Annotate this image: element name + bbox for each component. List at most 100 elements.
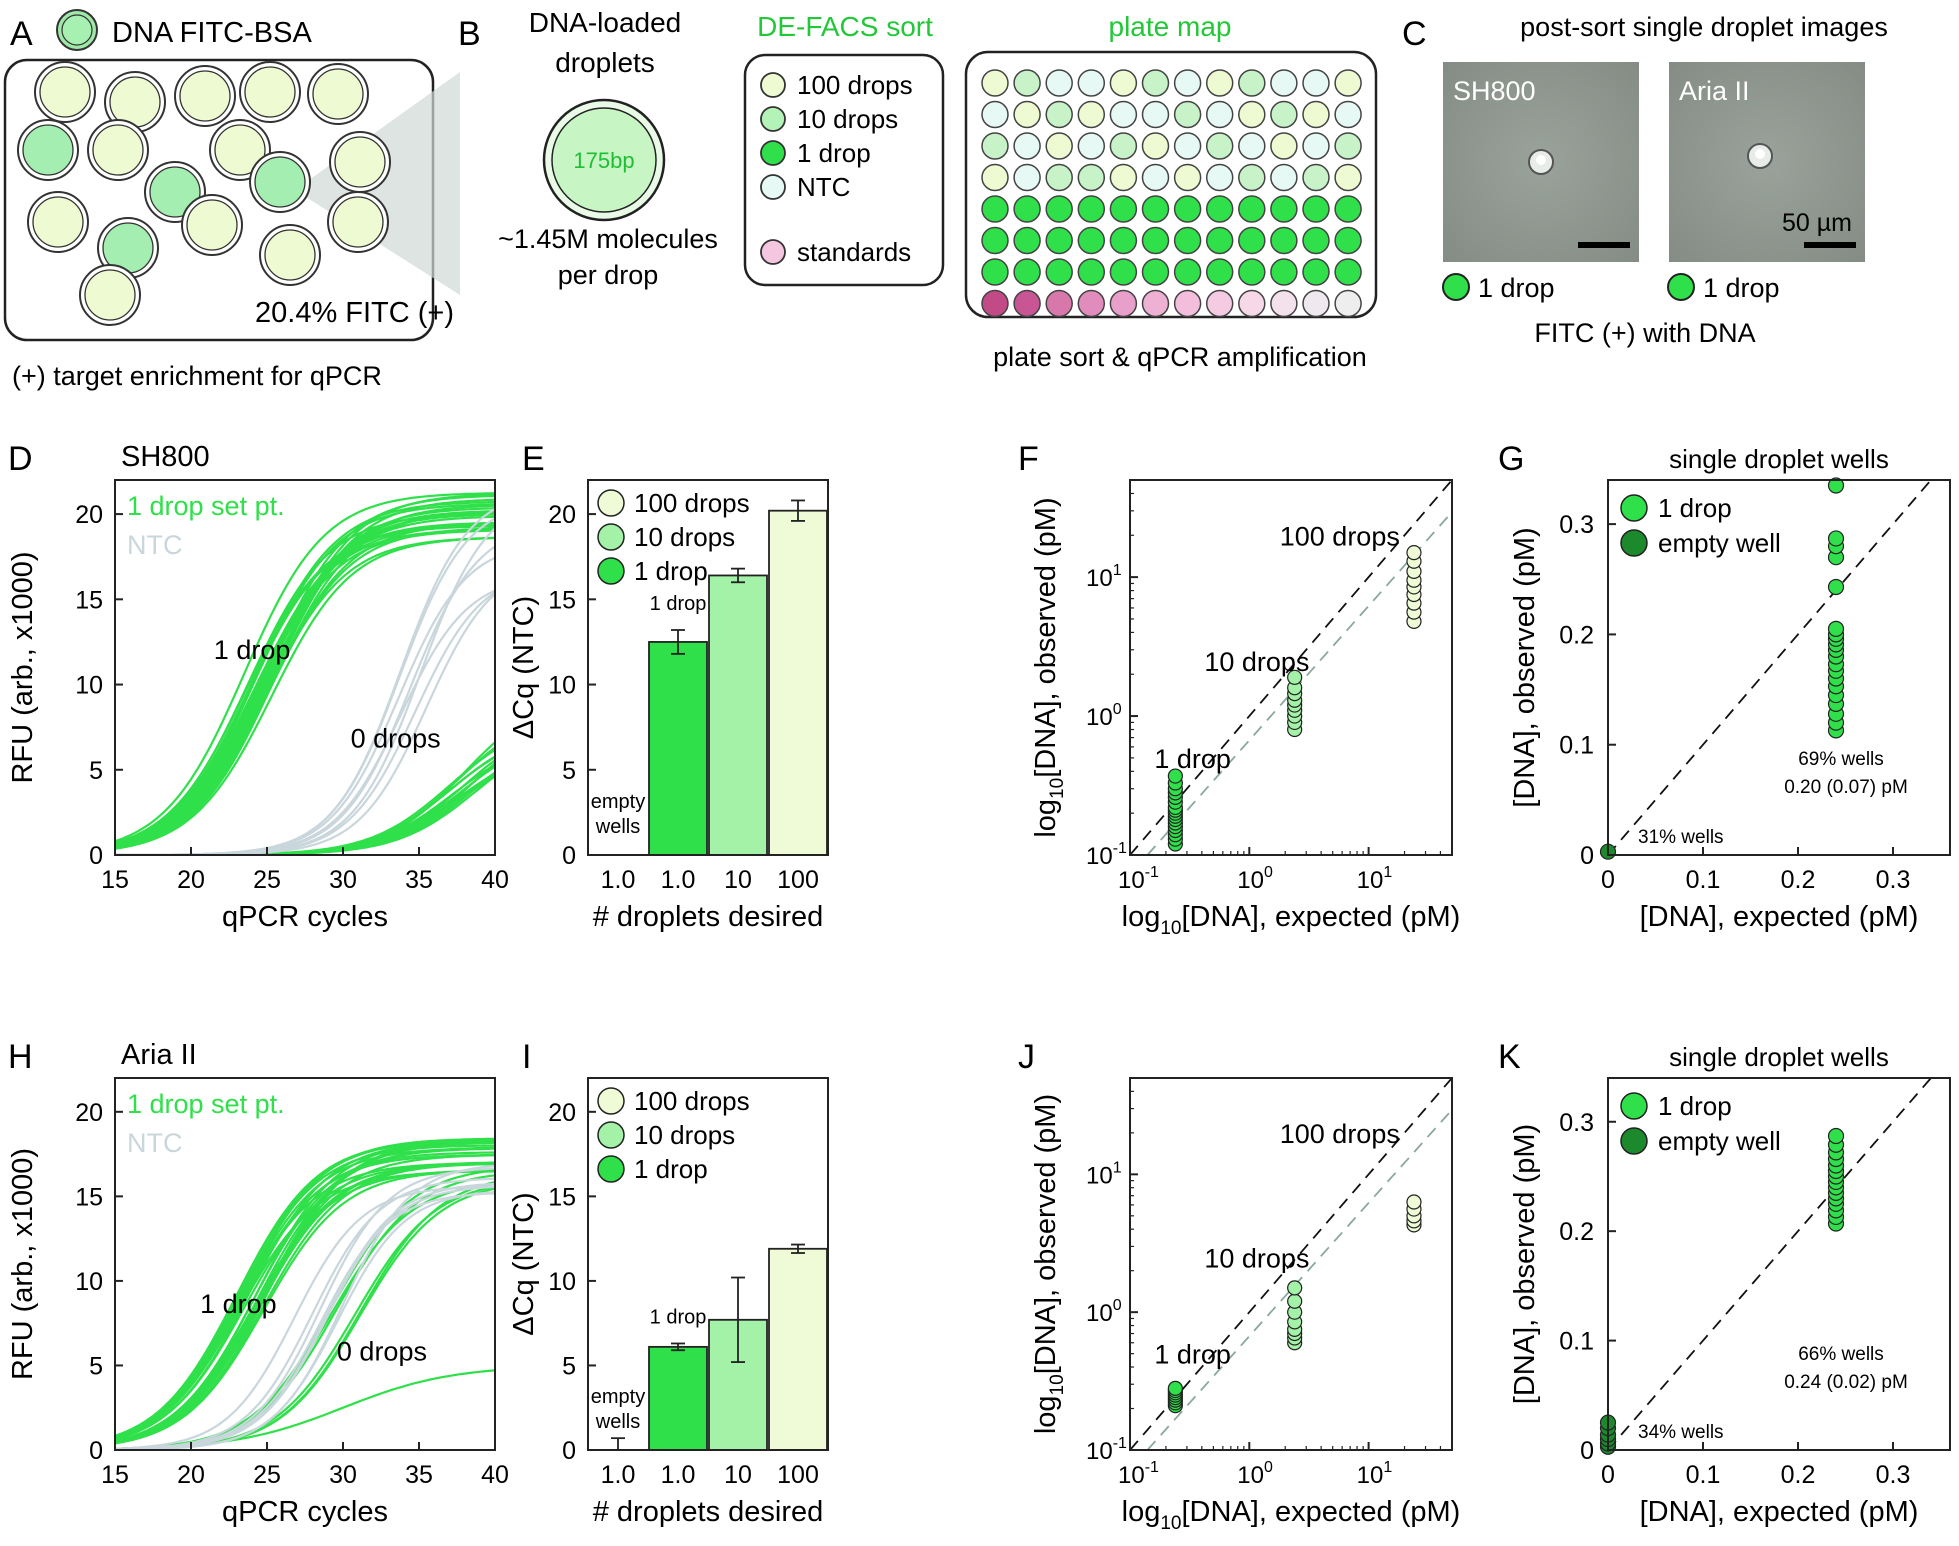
drop-curve	[115, 494, 495, 849]
panel-letter-b: B	[458, 15, 481, 53]
x-axis-label: [DNA], expected (pM)	[1640, 1496, 1919, 1528]
y-tick-label: 101	[1086, 562, 1122, 592]
sort-legend-marker	[760, 106, 786, 132]
annotation-empty-percent: 31% wells	[1638, 827, 1724, 848]
legend-1-drop-set-pt: 1 drop set pt.	[127, 1089, 285, 1119]
data-point	[1827, 477, 1845, 494]
plot-frame	[1607, 1077, 1951, 1451]
y-tick-label: 15	[75, 586, 103, 614]
y-tick-label: 0	[89, 842, 103, 870]
legend-marker	[597, 1155, 625, 1183]
data-point	[1406, 1194, 1422, 1210]
ntc-curve	[115, 1177, 495, 1450]
drop-curve	[115, 1147, 495, 1439]
legend-label: 100 drops	[634, 1086, 750, 1116]
sort-legend-marker	[760, 140, 786, 166]
plate-well	[1205, 258, 1234, 286]
plate-well	[1045, 100, 1073, 129]
y-tick-label: 5	[562, 757, 576, 785]
plate-well	[1302, 163, 1330, 192]
sort-legend: 100 drops 10 drops 1 drop NTC standards	[760, 70, 913, 267]
legend-marker	[1620, 494, 1648, 522]
panel-a: A DNA FITC-BSA 20.4% FITC (+) (+) target…	[3, 9, 460, 391]
panel-letter-k: K	[1498, 1038, 1521, 1076]
plate-well	[1013, 163, 1041, 192]
plate-well	[1141, 163, 1170, 192]
y-tick-label: 15	[548, 586, 576, 614]
panel-letter-h: H	[8, 1038, 33, 1076]
chart-i: I 1.0 1.0 10 100 0 5 10 15 20 # droplets desired ΔC…	[508, 1038, 829, 1528]
chart-e: E 1.0 1.0 10 100 0 5 10 15 20 # droplets desired ΔC…	[508, 440, 829, 933]
annotation-100-drops: 100 drops	[1280, 1119, 1400, 1149]
bar-label-1-drop: 1 drop	[650, 593, 707, 615]
droplet	[39, 66, 91, 118]
plate-well	[1270, 289, 1298, 318]
scale-bar-2	[1804, 242, 1856, 248]
plate-well	[1141, 195, 1170, 223]
y-tick-label: 0.2	[1559, 1218, 1594, 1246]
legend-marker	[597, 523, 625, 551]
empty-wells-label: empty	[591, 791, 645, 813]
bar	[708, 1318, 768, 1451]
y-tick-label: 0.1	[1559, 732, 1594, 760]
plate-map-title: plate map	[1109, 11, 1232, 42]
chart-f: F 10-1 100 101 10-1 100 101 log10[DNA], expecte…	[1018, 440, 1460, 939]
plate-well	[1270, 226, 1298, 255]
data-point	[1287, 669, 1303, 685]
plate-well	[1109, 195, 1138, 223]
plate-well	[1173, 69, 1202, 97]
y-tick-label: 0.3	[1559, 1109, 1594, 1137]
annotation-10-drops: 10 drops	[1204, 647, 1309, 677]
drop-curve	[115, 492, 495, 843]
plate-well	[1109, 100, 1138, 129]
y-axis-label: ΔCq (NTC)	[508, 1192, 540, 1335]
plate-well	[1302, 132, 1330, 160]
y-axis-label: RFU (arb., x1000)	[7, 1148, 39, 1380]
data-point	[1406, 545, 1422, 561]
drop-curve	[115, 513, 495, 845]
x-axis-label: log10[DNA], expected (pM)	[1122, 901, 1461, 939]
plate-well	[1302, 258, 1330, 286]
x-tick-label: 40	[481, 866, 509, 894]
plate-well	[1045, 69, 1073, 97]
legend-label: 1 drop	[634, 1154, 708, 1184]
annotation-1-drop: 1 drop	[1154, 744, 1231, 774]
droplet	[254, 156, 306, 208]
plate-well	[1238, 258, 1266, 286]
data-point	[1287, 1280, 1303, 1296]
plate-well	[1173, 258, 1202, 286]
plate-well	[1109, 258, 1138, 286]
drop-label-1: 1 drop	[1478, 273, 1555, 303]
y-axis-label: log10[DNA], observed (pM)	[1030, 1094, 1068, 1434]
sort-legend-box	[743, 53, 945, 287]
x-tick-label: 0.3	[1876, 866, 1911, 894]
plate-well	[1173, 132, 1202, 160]
drop-curve	[115, 1162, 495, 1441]
plate-well	[1077, 258, 1106, 286]
droplet	[149, 166, 201, 218]
x-tick-label: 10-1	[1118, 864, 1159, 894]
plate-well	[1205, 226, 1234, 255]
panel-c-caption: FITC (+) with DNA	[1534, 318, 1755, 348]
plate-well	[1109, 69, 1138, 97]
legend-label: empty well	[1658, 528, 1781, 558]
plate-well	[1205, 100, 1234, 129]
plate-well	[1334, 100, 1362, 129]
sort-legend-label: standards	[797, 237, 911, 267]
plate-well	[1013, 289, 1041, 318]
plate-well	[1173, 226, 1202, 255]
x-tick-label: 15	[101, 1461, 129, 1489]
plate-well	[1077, 163, 1106, 192]
plate-well	[1109, 289, 1138, 318]
annotation-100-drops: 100 drops	[1280, 521, 1400, 551]
bar	[648, 1345, 708, 1451]
plot-frame	[114, 479, 496, 856]
plot-frame	[587, 479, 829, 856]
data-point	[1167, 768, 1183, 784]
x-tick-label: 0.3	[1876, 1461, 1911, 1489]
panel-c-title: post-sort single droplet images	[1520, 12, 1888, 42]
plate-well	[1013, 258, 1041, 286]
sort-legend-label: 1 drop	[797, 138, 871, 168]
